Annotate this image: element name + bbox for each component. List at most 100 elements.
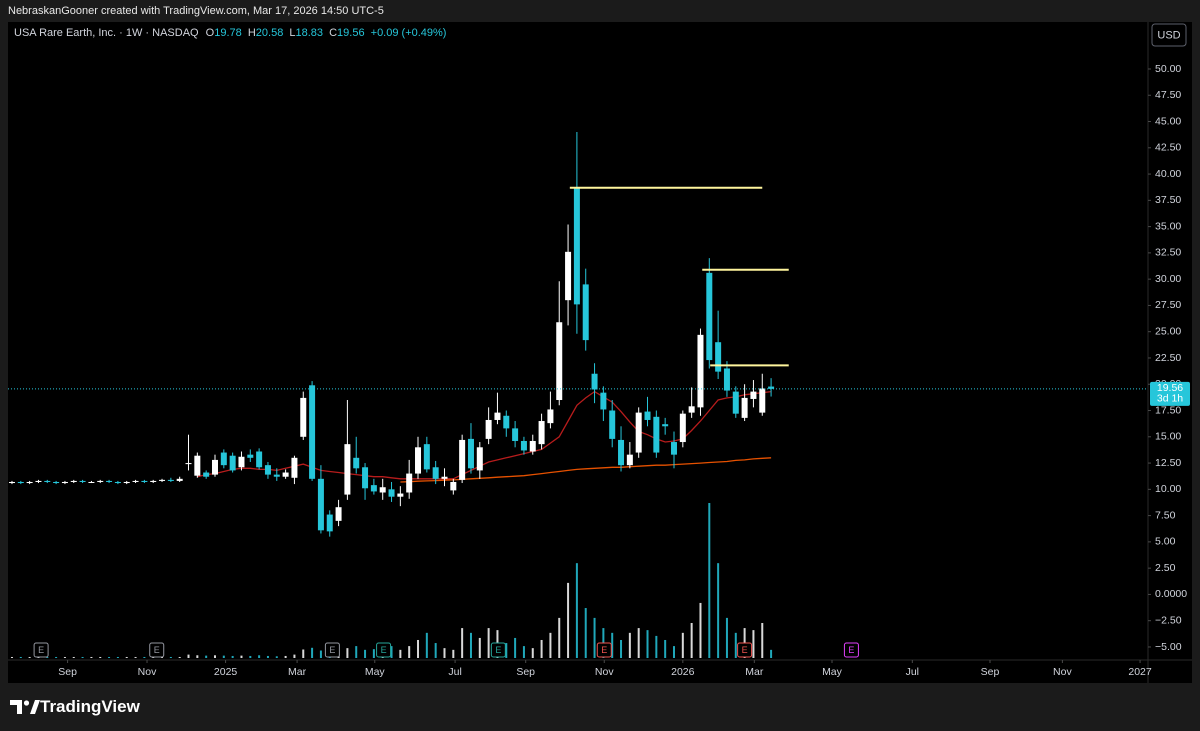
candle-body <box>512 428 519 441</box>
volume-bar <box>178 656 181 658</box>
volume-bar <box>531 648 534 658</box>
candle-body <box>282 472 289 477</box>
y-tick-label: 27.50 <box>1155 299 1181 311</box>
x-tick-label: Mar <box>745 666 764 678</box>
candle-body <box>415 447 422 474</box>
candle-body <box>185 463 192 465</box>
earnings-label: E <box>848 645 854 655</box>
volume-bar <box>311 647 314 658</box>
candle-body <box>61 481 68 484</box>
candle-body <box>768 386 775 389</box>
earnings-label: E <box>329 645 335 655</box>
candle-body <box>167 479 174 481</box>
candle-body <box>609 410 616 439</box>
volume-bar <box>249 655 252 658</box>
volume-bar <box>319 650 322 658</box>
volume-bar <box>213 655 216 658</box>
earnings-marker <box>596 642 612 658</box>
volume-bar <box>681 632 684 658</box>
earnings-marker <box>843 642 859 658</box>
volume-bar <box>637 628 640 658</box>
volume-bar <box>549 632 552 658</box>
volume-bar <box>284 655 287 658</box>
y-tick-label: 12.50 <box>1155 457 1181 469</box>
volume-bar <box>99 656 102 658</box>
candle-body <box>529 440 536 452</box>
legend-key: C <box>329 27 337 39</box>
candle-body <box>423 444 430 470</box>
volume-bar <box>417 639 420 658</box>
earnings-marker <box>149 642 165 658</box>
y-tick-label: 42.50 <box>1155 142 1181 154</box>
candle-body <box>626 454 633 466</box>
volume-bar <box>752 630 755 658</box>
candle-body <box>476 447 483 471</box>
candle-body <box>759 388 766 413</box>
y-tick-label: 22.50 <box>1155 352 1181 364</box>
candle-body <box>317 478 324 531</box>
candle-body <box>291 457 298 478</box>
volume-bar <box>266 655 269 658</box>
volume-bar <box>346 648 349 658</box>
y-tick-label: −2.50 <box>1155 614 1182 626</box>
candle-body <box>344 444 351 495</box>
earnings-marker <box>737 642 753 658</box>
y-tick-label: 15.00 <box>1155 431 1181 443</box>
volume-bar <box>169 656 172 658</box>
y-tick-label: 35.00 <box>1155 220 1181 232</box>
candle-body <box>35 480 42 482</box>
candle-body <box>150 480 157 482</box>
x-tick-label: 2027 <box>1128 666 1152 678</box>
candle-body <box>106 480 113 482</box>
candle-body <box>335 507 342 521</box>
legend-value: 18.83 <box>296 27 324 39</box>
volume-bar <box>593 617 596 658</box>
earnings-label: E <box>742 645 748 655</box>
y-tick-label: 7.50 <box>1155 509 1176 521</box>
candle-body <box>309 385 316 479</box>
volume-bar <box>108 656 111 658</box>
volume-bar <box>461 628 464 658</box>
y-tick-label: 47.50 <box>1155 89 1181 101</box>
candle-body <box>485 419 492 439</box>
candle-body <box>538 421 545 445</box>
volume-bar <box>487 628 490 658</box>
volume-bar <box>620 639 623 658</box>
volume-bar <box>81 656 84 658</box>
legend-value: 19.56 <box>337 27 365 39</box>
candle-body <box>17 481 24 484</box>
volume-bar <box>434 643 437 658</box>
currency[interactable]: USD <box>1157 29 1180 41</box>
candle-body <box>653 416 660 453</box>
candle-body <box>176 478 183 481</box>
candle-body <box>520 440 527 451</box>
currency-button[interactable] <box>1151 23 1187 47</box>
candle-body <box>723 368 730 391</box>
candle-body <box>732 391 739 414</box>
candle-body <box>326 514 333 532</box>
volume-bar <box>196 655 199 658</box>
y-tick-label: 37.50 <box>1155 194 1181 206</box>
earnings-label: E <box>495 645 501 655</box>
candle-body <box>114 481 121 484</box>
x-tick-label: 2026 <box>671 666 695 678</box>
candle-body <box>715 342 722 372</box>
volume-bar <box>699 602 702 658</box>
candle-body <box>229 455 236 471</box>
candle-body <box>467 438 474 469</box>
candle-body <box>123 481 130 484</box>
candle-body <box>670 442 677 455</box>
candle-body <box>459 439 466 480</box>
volume-bar <box>63 656 66 658</box>
logo: TradingView <box>10 697 141 716</box>
volume-bar <box>567 582 570 658</box>
candle-body <box>494 412 501 420</box>
volume-bar <box>408 646 411 658</box>
volume-bar <box>134 656 137 658</box>
y-tick-label: 32.50 <box>1155 247 1181 259</box>
volume-bar <box>90 656 93 658</box>
candle-body <box>8 481 15 484</box>
x-tick-label: Mar <box>288 666 307 678</box>
